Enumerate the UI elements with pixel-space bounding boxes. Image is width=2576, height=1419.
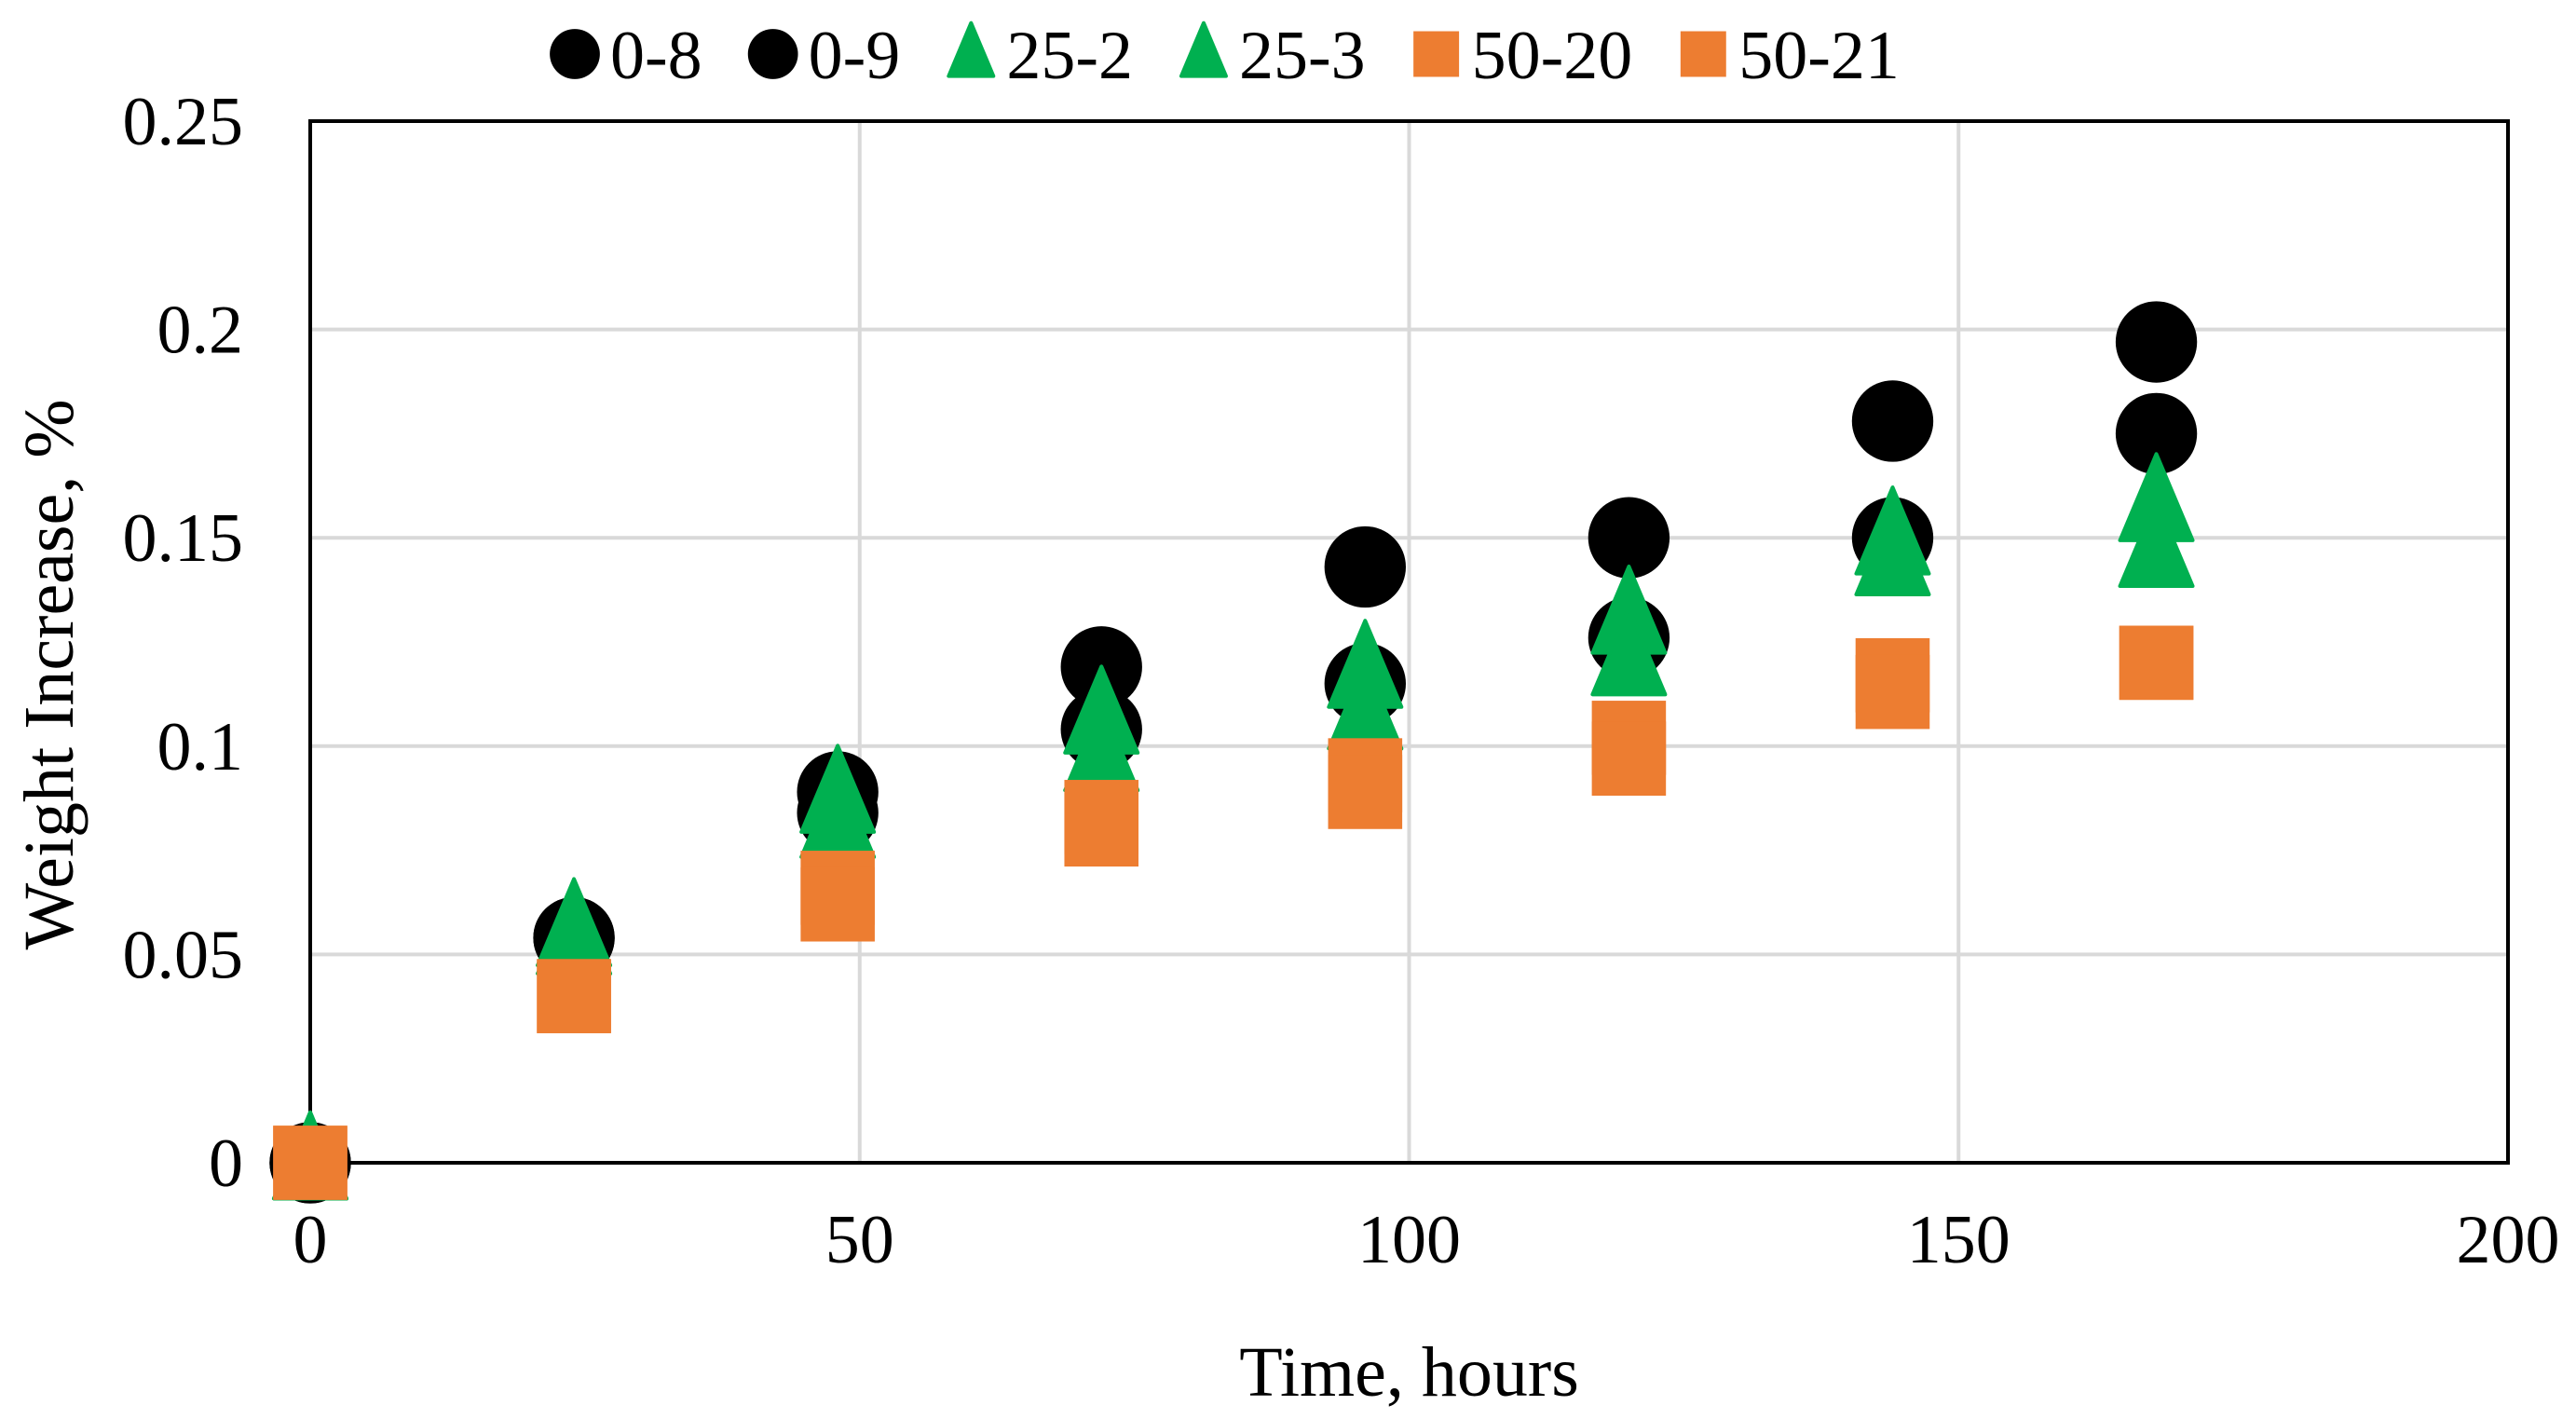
data-point-50-21	[537, 959, 611, 1033]
data-point-0-8	[1588, 497, 1670, 579]
legend-label: 25-3	[1239, 18, 1366, 94]
data-point-50-21	[1064, 792, 1139, 867]
data-point-0-8	[1851, 380, 1934, 462]
plot-area-border	[308, 119, 2510, 1165]
y-axis-title: Weight Increase, %	[10, 399, 89, 949]
legend-item-0-9: 0-9	[747, 18, 901, 94]
data-points	[269, 301, 2198, 1204]
legend-item-50-20: 50-20	[1413, 18, 1632, 94]
legend-marker-25-2	[947, 20, 996, 78]
legend-label: 25-2	[1006, 18, 1133, 94]
gridlines	[310, 121, 2508, 1163]
y-tick-label: 0	[209, 1126, 243, 1202]
data-point-50-21	[1591, 721, 1667, 796]
y-tick-label: 0.05	[123, 917, 244, 993]
series-50-21	[273, 625, 2194, 1200]
legend-label: 50-21	[1738, 18, 1900, 94]
y-tick-label: 0.2	[157, 293, 244, 369]
x-tick-label: 100	[1357, 1202, 1461, 1278]
y-tick-label: 0.25	[123, 84, 244, 160]
legend-marker-50-21	[1680, 31, 1726, 77]
data-point-0-8	[1324, 525, 1406, 608]
x-tick-label: 50	[825, 1202, 894, 1278]
x-axis-title: Time, hours	[1239, 1333, 1579, 1412]
legend-marker-50-20	[1413, 31, 1460, 77]
y-tick-label: 0.15	[123, 500, 244, 577]
data-point-50-21	[1328, 755, 1403, 829]
axis-ticks: 0 0.05 0.1 0.15 0.2 0.25 0 50 100 150 200	[123, 84, 2560, 1278]
legend-item-50-21: 50-21	[1680, 18, 1900, 94]
x-tick-label: 200	[2457, 1202, 2560, 1278]
data-point-50-21	[1855, 654, 1930, 730]
y-tick-label: 0.1	[157, 709, 244, 785]
legend-item-25-3: 25-3	[1179, 18, 1366, 94]
data-point-25-3	[1590, 606, 1668, 697]
data-point-50-21	[2119, 625, 2194, 701]
legend-item-25-2: 25-2	[947, 18, 1133, 94]
data-point-50-21	[273, 1126, 348, 1200]
legend: 0-8 0-9 25-2 25-3 50-20 50-21	[550, 18, 1900, 94]
data-point-0-9	[2115, 392, 2198, 475]
legend-marker-25-3	[1179, 20, 1228, 78]
x-tick-label: 150	[1907, 1202, 2010, 1278]
legend-item-0-8: 0-8	[550, 18, 702, 94]
data-point-25-3	[1854, 506, 1931, 596]
legend-marker-0-8	[550, 29, 600, 79]
x-tick-label: 0	[293, 1202, 328, 1278]
data-point-50-21	[800, 866, 875, 942]
legend-marker-0-9	[747, 29, 798, 79]
legend-label: 0-8	[610, 18, 702, 94]
data-point-25-3	[2118, 498, 2195, 589]
legend-label: 50-20	[1472, 18, 1633, 94]
legend-label: 0-9	[809, 18, 901, 94]
data-point-0-8	[2115, 301, 2198, 383]
